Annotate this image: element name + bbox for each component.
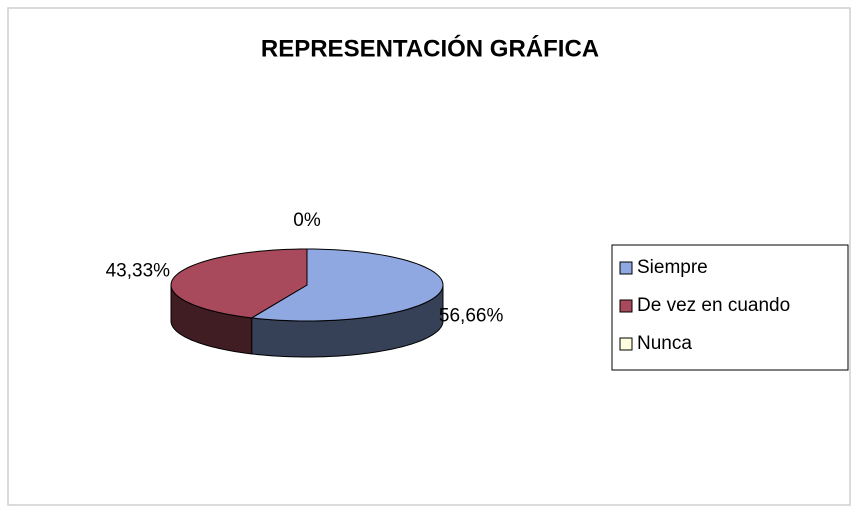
legend-label: Nunca (637, 333, 692, 354)
data-label: 56,66% (439, 305, 504, 326)
pie-slice (170, 248, 308, 319)
legend-label: Siempre (637, 257, 708, 278)
legend-swatch (619, 337, 633, 351)
legend-swatch (619, 299, 633, 313)
data-label: 0% (293, 210, 321, 231)
legend-swatch (619, 261, 633, 275)
data-label: 43,33% (106, 261, 171, 282)
legend-box (611, 244, 849, 371)
chart-title: REPRESENTACIÓN GRÁFICA (261, 34, 599, 62)
pie-slice (250, 248, 444, 322)
legend-label: De vez en cuando (637, 295, 790, 316)
